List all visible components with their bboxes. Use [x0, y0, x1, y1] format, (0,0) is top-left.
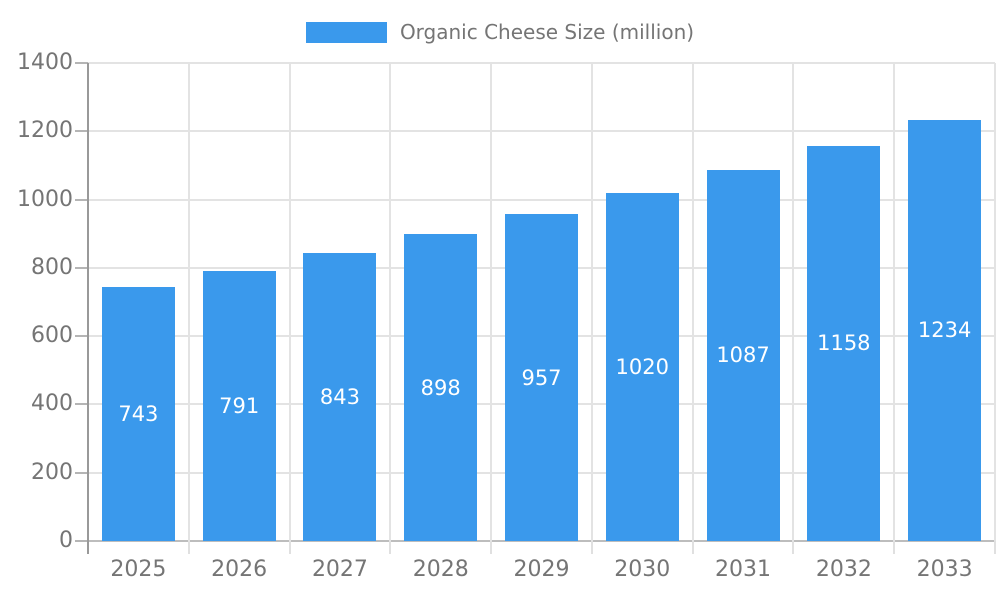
- y-axis-tick: [75, 198, 88, 201]
- x-axis-tick-label: 2027: [311, 557, 368, 582]
- x-axis-tick: [590, 541, 593, 554]
- gridline-vertical: [288, 63, 291, 541]
- y-axis-tick: [75, 62, 88, 64]
- bar-2030: 1020: [605, 192, 679, 541]
- x-axis-tick: [490, 541, 493, 554]
- gridline-vertical: [187, 63, 190, 541]
- x-axis-tick-label: 2028: [412, 557, 469, 582]
- gridline-vertical: [893, 63, 896, 541]
- bar-2033: 1234: [908, 119, 982, 541]
- y-axis-tick-label: 400: [31, 391, 73, 417]
- gridline-vertical: [590, 63, 593, 541]
- x-axis-tick: [187, 541, 190, 554]
- y-axis-line: [87, 63, 89, 554]
- gridline-horizontal: [88, 62, 995, 64]
- bar-2025: 743: [101, 287, 175, 541]
- y-axis-tick-label: 800: [31, 254, 73, 280]
- gridline-horizontal: [88, 130, 995, 133]
- x-axis-tick: [389, 541, 392, 554]
- x-axis-tick: [893, 541, 896, 554]
- chart-legend[interactable]: Organic Cheese Size (million): [0, 20, 1000, 44]
- y-axis-tick-label: 1200: [17, 118, 73, 144]
- legend-label: Organic Cheese Size (million): [399, 20, 695, 44]
- gridline-vertical: [792, 63, 795, 541]
- bar-value-label: 898: [420, 375, 461, 400]
- bar-2031: 1087: [706, 169, 780, 541]
- y-axis-tick-label: 200: [31, 459, 73, 485]
- x-axis-tick: [691, 541, 694, 554]
- x-axis-tick-label: 2025: [110, 557, 167, 582]
- bar-2029: 957: [505, 214, 578, 541]
- y-axis-tick: [75, 471, 88, 474]
- bar-value-label: 843: [319, 385, 360, 410]
- gridline-horizontal: [88, 198, 995, 201]
- y-axis-tick: [75, 540, 88, 542]
- x-axis-tick: [288, 541, 291, 554]
- x-axis-tick: [994, 541, 996, 554]
- bar-2026: 791: [202, 270, 276, 541]
- y-axis-tick: [75, 130, 88, 133]
- gridline-vertical: [691, 63, 694, 541]
- gridline-vertical: [389, 63, 392, 541]
- legend-swatch: [305, 21, 387, 43]
- bar-value-label: 957: [521, 365, 562, 390]
- bar-2032: 1158: [807, 145, 881, 541]
- x-axis-tick: [792, 541, 795, 554]
- x-axis-tick-label: 2031: [715, 557, 772, 582]
- bar-value-label: 1087: [716, 343, 770, 368]
- gridline-vertical: [490, 63, 493, 541]
- y-axis-tick: [75, 403, 88, 406]
- x-axis-tick-label: 2032: [815, 557, 872, 582]
- bar-value-label: 1020: [615, 354, 669, 379]
- y-axis-tick-label: 0: [59, 528, 73, 553]
- bar-value-label: 791: [219, 393, 260, 418]
- x-axis-tick-label: 2026: [211, 557, 268, 582]
- bar-value-label: 1234: [917, 318, 972, 343]
- gridline-vertical: [994, 63, 996, 541]
- y-axis-tick-label: 1400: [17, 50, 73, 75]
- y-axis-tick-label: 1000: [17, 186, 73, 212]
- x-axis-line: [88, 540, 995, 542]
- bar-2027: 843: [303, 253, 377, 541]
- y-axis-tick-label: 600: [31, 323, 73, 349]
- bar-value-label: 1158: [817, 331, 871, 356]
- x-axis-tick-label: 2033: [916, 557, 973, 582]
- y-axis-tick: [75, 335, 88, 338]
- y-axis-tick: [75, 266, 88, 269]
- bar-2028: 898: [404, 234, 478, 541]
- x-axis-tick-label: 2030: [614, 557, 671, 582]
- x-axis-tick-label: 2029: [513, 557, 570, 582]
- bar-value-label: 743: [118, 402, 159, 427]
